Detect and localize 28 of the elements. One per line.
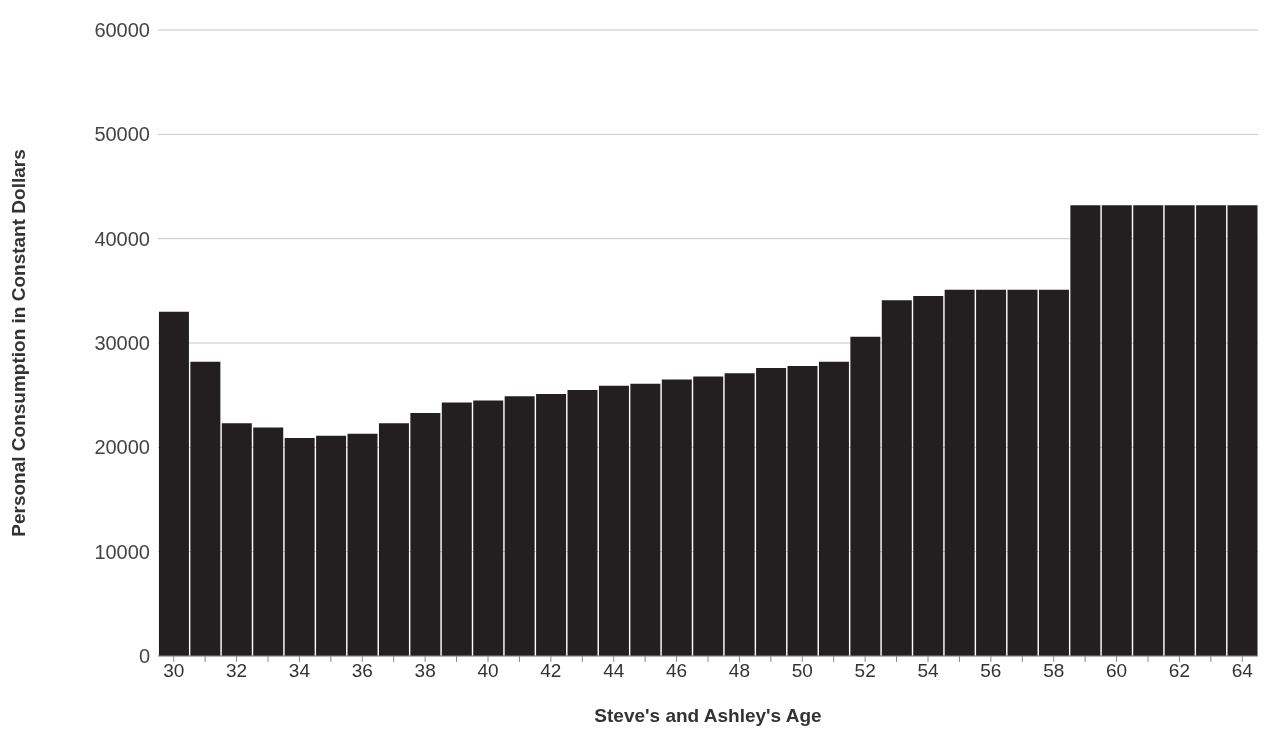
x-tick-label: 50 [791, 660, 813, 682]
y-tick-label: 0 [138, 645, 150, 668]
x-tick-label: 60 [1106, 660, 1128, 682]
x-tick-label: 30 [163, 660, 185, 682]
y-tick-label: 30000 [94, 332, 150, 355]
x-tick-label: 34 [288, 660, 311, 682]
x-tick-label: 56 [980, 660, 1002, 682]
y-axis-title: Personal Consumption in Constant Dollars [7, 149, 29, 537]
x-tick-label: 62 [1168, 660, 1190, 682]
bar [1227, 205, 1258, 656]
x-axis-title: Steve's and Ashley's Age [594, 705, 822, 726]
y-tick-label: 50000 [94, 123, 150, 146]
x-tick-label: 46 [666, 660, 688, 682]
x-tick-label: 36 [351, 660, 373, 682]
x-tick-label: 40 [477, 660, 499, 682]
x-tick-label: 52 [854, 660, 876, 682]
y-tick-label: 10000 [94, 540, 150, 563]
x-tick-label: 54 [917, 660, 939, 682]
x-tick-label: 44 [603, 660, 625, 682]
x-tick-label: 42 [540, 660, 562, 682]
y-tick-label: 40000 [94, 227, 150, 250]
x-tick-label: 48 [728, 660, 750, 682]
y-tick-label: 20000 [94, 436, 150, 459]
x-tick-label: 32 [226, 660, 248, 682]
y-tick-label: 60000 [94, 19, 150, 42]
x-tick-label: 64 [1231, 660, 1254, 682]
x-tick-label: 58 [1043, 660, 1065, 682]
x-tick-label: 38 [414, 660, 436, 682]
